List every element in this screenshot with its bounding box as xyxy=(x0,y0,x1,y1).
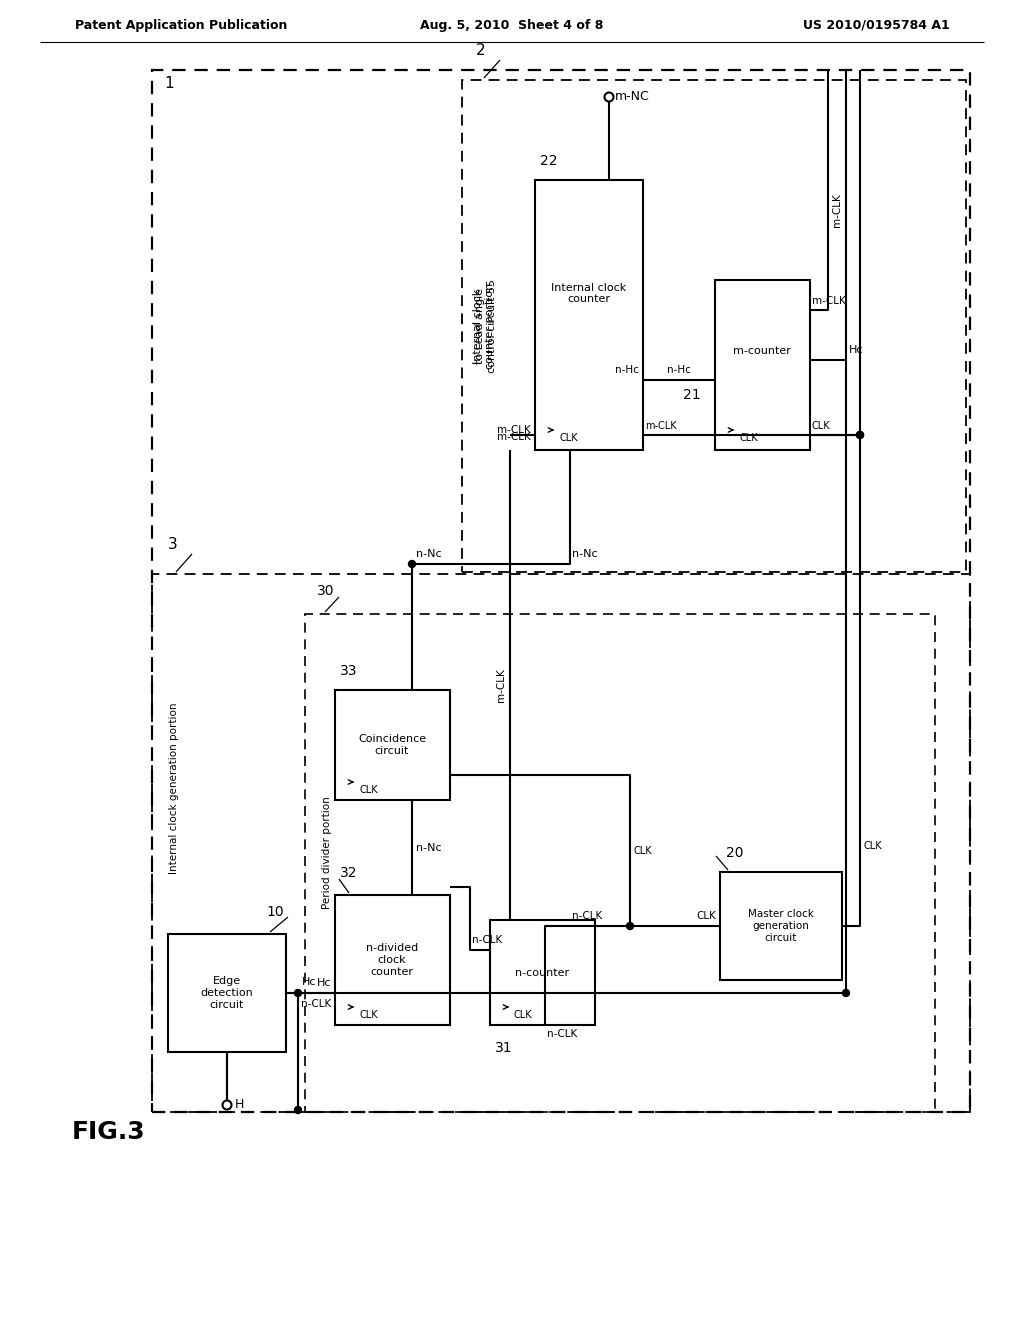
Text: 32: 32 xyxy=(340,866,357,880)
Text: CLK: CLK xyxy=(864,841,883,851)
Bar xyxy=(168,935,286,1052)
Text: 21: 21 xyxy=(683,388,701,403)
Circle shape xyxy=(295,990,301,997)
Text: 2: 2 xyxy=(476,44,485,58)
Text: Master clock
generation
circuit: Master clock generation circuit xyxy=(749,909,814,942)
Text: Internal clock
counter: Internal clock counter xyxy=(551,282,627,304)
Text: Hc: Hc xyxy=(302,977,316,987)
Text: Hc: Hc xyxy=(316,978,331,987)
Circle shape xyxy=(295,1106,301,1114)
Bar xyxy=(715,280,810,450)
Bar xyxy=(152,70,970,1111)
Text: 10: 10 xyxy=(266,906,284,919)
Text: m-CLK: m-CLK xyxy=(812,296,846,306)
Text: Hc: Hc xyxy=(849,345,863,355)
Text: n-Hc: n-Hc xyxy=(615,366,639,375)
Text: m-NC: m-NC xyxy=(615,91,650,103)
Text: n-Nc: n-Nc xyxy=(572,549,598,558)
Text: Period divider portion: Period divider portion xyxy=(322,797,332,909)
Bar xyxy=(720,873,842,979)
Text: n-divided
clock
counter: n-divided clock counter xyxy=(366,944,418,977)
Text: CLK: CLK xyxy=(559,433,578,444)
Text: FIG.3: FIG.3 xyxy=(72,1119,145,1144)
Circle shape xyxy=(627,923,634,929)
Bar xyxy=(152,574,970,1111)
Text: Aug. 5, 2010  Sheet 4 of 8: Aug. 5, 2010 Sheet 4 of 8 xyxy=(420,18,604,32)
Text: n-Nc: n-Nc xyxy=(416,549,441,558)
Text: CLK: CLK xyxy=(812,421,830,432)
Text: CLK: CLK xyxy=(739,433,758,444)
Text: CLK: CLK xyxy=(359,1010,378,1020)
Text: Internal clock
counter portion: Internal clock counter portion xyxy=(473,282,495,370)
Bar xyxy=(490,920,595,1026)
Text: m-CLK: m-CLK xyxy=(496,668,506,702)
Bar xyxy=(305,614,935,1111)
Text: US 2010/0195784 A1: US 2010/0195784 A1 xyxy=(803,18,950,32)
Text: Coincidence
circuit: Coincidence circuit xyxy=(358,734,426,756)
Text: 1: 1 xyxy=(164,77,174,91)
Text: m-CLK: m-CLK xyxy=(645,421,677,432)
Text: m-CLK: m-CLK xyxy=(498,425,531,436)
Bar xyxy=(335,690,450,800)
Text: m-CLK: m-CLK xyxy=(831,193,842,227)
Text: Internal clock generation portion: Internal clock generation portion xyxy=(169,702,179,874)
Text: CLK: CLK xyxy=(696,911,716,921)
Circle shape xyxy=(409,561,416,568)
Text: CLK: CLK xyxy=(514,1010,532,1020)
Circle shape xyxy=(843,990,850,997)
Text: 33: 33 xyxy=(340,664,357,678)
Text: n-CLK: n-CLK xyxy=(301,999,331,1008)
Text: CLK: CLK xyxy=(634,846,652,855)
Bar xyxy=(335,895,450,1026)
Circle shape xyxy=(856,432,863,438)
Text: 30: 30 xyxy=(317,583,335,598)
Text: Patent Application Publication: Patent Application Publication xyxy=(75,18,288,32)
Bar xyxy=(462,81,966,572)
Text: n-CLK: n-CLK xyxy=(472,935,502,945)
Text: to Lead angle
control circuit 55: to Lead angle control circuit 55 xyxy=(475,279,497,374)
Text: m-CLK: m-CLK xyxy=(498,432,531,442)
Text: n-Hc: n-Hc xyxy=(667,366,691,375)
Text: H: H xyxy=(234,1098,245,1111)
Text: n-Nc: n-Nc xyxy=(416,843,441,853)
Text: CLK: CLK xyxy=(359,785,378,795)
Text: 22: 22 xyxy=(540,154,557,168)
Circle shape xyxy=(856,432,863,438)
Text: n-CLK: n-CLK xyxy=(571,911,602,921)
Text: 3: 3 xyxy=(168,537,178,552)
Text: n-counter: n-counter xyxy=(515,968,569,978)
Text: m-counter: m-counter xyxy=(733,346,791,356)
Text: n-CLK: n-CLK xyxy=(547,1030,578,1039)
Text: 31: 31 xyxy=(495,1041,513,1055)
Text: 20: 20 xyxy=(726,846,743,861)
Text: Edge
detection
circuit: Edge detection circuit xyxy=(201,977,253,1010)
Bar xyxy=(535,180,643,450)
